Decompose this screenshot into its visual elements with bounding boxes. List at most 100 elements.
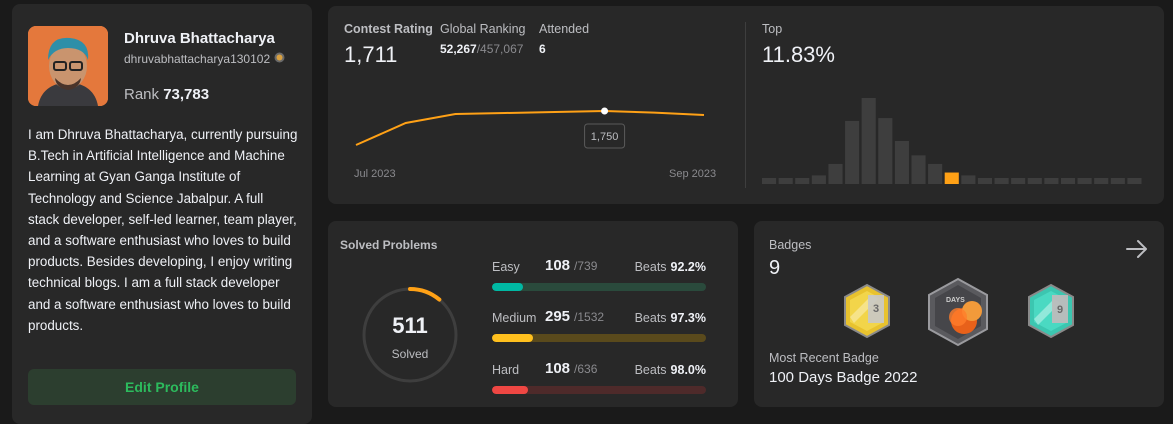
rating-tooltip: 1,750 — [584, 123, 626, 149]
badges-card: Badges 9 3 DAYS 9 — [754, 221, 1164, 407]
username-row: dhruvabhattacharya130102 — [124, 52, 285, 66]
profile-rank: Rank 73,783 — [124, 86, 209, 103]
histogram-bar[interactable] — [845, 120, 860, 184]
hard-beats: Beats 98.0% — [635, 363, 706, 377]
histogram-bar[interactable] — [928, 163, 943, 184]
solved-title: Solved Problems — [340, 238, 438, 252]
rating-tooltip-box — [584, 123, 626, 149]
rating-distribution-chart[interactable] — [762, 86, 1144, 186]
histogram-bar[interactable] — [795, 178, 810, 184]
solved-count-label: Solved — [391, 347, 429, 361]
medium-bar-fill — [492, 334, 534, 342]
attended-value: 6 — [539, 42, 546, 56]
global-ranking-value: 52,267/457,067 — [440, 42, 523, 56]
histogram-bar[interactable] — [977, 178, 993, 184]
profile-name: Dhruva Bhattacharya — [124, 30, 275, 47]
x-axis-start-label: Jul 2023 — [354, 168, 396, 180]
rating-series-line — [355, 109, 705, 146]
histogram-bar[interactable] — [828, 163, 843, 184]
hard-bar-fill — [492, 386, 529, 394]
global-rank: 52,267 — [440, 42, 477, 56]
solved-progress-ring[interactable] — [358, 283, 462, 387]
histogram-bar-current[interactable] — [944, 172, 959, 184]
rating-tooltip-text: 1,750 — [591, 131, 619, 143]
histogram-bar[interactable] — [1077, 178, 1092, 184]
hard-beats-value: 98.0% — [670, 363, 706, 377]
contest-rating-value: 1,711 — [344, 42, 398, 67]
medium-beats: Beats 97.3% — [635, 311, 706, 325]
contest-rating-card: Contest Rating 1,711 Global Ranking 52,2… — [328, 6, 1164, 204]
histogram-bar[interactable] — [961, 175, 976, 184]
badge3-text: 9 — [1057, 304, 1063, 316]
easy-solved: 108 — [545, 257, 571, 274]
hard-bar — [492, 386, 706, 394]
profile-card: Dhruva Bhattacharya dhruvabhattacharya13… — [12, 4, 312, 424]
username: dhruvabhattacharya130102 — [124, 52, 271, 66]
hard-progress: Hard 108/636 Beats 98.0% — [492, 360, 706, 394]
badge2-text: DAYS — [946, 297, 965, 304]
easy-total: /739 — [574, 259, 598, 273]
easy-progress: Easy 108/739 Beats 92.2% — [492, 257, 706, 291]
top-label: Top — [762, 22, 783, 36]
hard-count: 108/636 — [545, 360, 597, 377]
top-percentage: 11.83% — [762, 42, 835, 67]
global-ranking-label: Global Ranking — [440, 22, 526, 36]
histogram-bar[interactable] — [994, 178, 1009, 184]
easy-beats: Beats 92.2% — [635, 260, 706, 274]
easy-beats-label: Beats — [634, 260, 667, 274]
global-rank-total: /457,067 — [476, 42, 524, 56]
hard-solved: 108 — [545, 360, 571, 377]
edit-profile-button[interactable]: Edit Profile — [28, 369, 296, 405]
histogram-bar[interactable] — [1094, 178, 1109, 184]
badge-annual-icon[interactable]: 3 — [842, 283, 892, 344]
medium-progress: Medium 295/1532 Beats 97.3% — [492, 308, 706, 342]
badges-title: Badges — [769, 238, 812, 252]
avatar[interactable] — [28, 26, 108, 106]
arrow-right-icon[interactable] — [1126, 239, 1148, 264]
contest-rating-label: Contest Rating — [344, 22, 433, 36]
histogram-bar[interactable] — [1110, 178, 1125, 184]
histogram-bar[interactable] — [1044, 178, 1059, 184]
badge-100-days-icon[interactable]: DAYS — [926, 277, 990, 352]
recent-badge-value: 100 Days Badge 2022 — [769, 369, 918, 386]
medium-beats-label: Beats — [634, 311, 667, 325]
histogram-bar[interactable] — [1060, 178, 1076, 184]
divider — [745, 22, 746, 188]
solved-count: 511 — [392, 313, 428, 338]
easy-bar — [492, 283, 706, 291]
histogram-bar[interactable] — [911, 155, 926, 184]
histogram-bar[interactable] — [861, 98, 876, 184]
histogram-bar[interactable] — [778, 178, 793, 184]
badge-monthly-icon[interactable]: 9 — [1026, 283, 1076, 344]
rating-point-highlight[interactable] — [601, 107, 609, 115]
verified-badge-icon — [274, 52, 285, 66]
medium-count: 295/1532 — [545, 308, 604, 325]
histogram-bar[interactable] — [894, 141, 909, 184]
solved-problems-card: Solved Problems 511 Solved Easy 108/739 … — [328, 221, 738, 407]
easy-bar-fill — [492, 283, 524, 291]
histogram-bar[interactable] — [878, 118, 893, 184]
recent-badge-label: Most Recent Badge — [769, 351, 879, 365]
badges-count: 9 — [769, 257, 781, 279]
histogram-bar[interactable] — [1027, 178, 1042, 184]
attended-label: Attended — [539, 22, 590, 36]
hard-label: Hard — [492, 363, 520, 377]
hard-total: /636 — [574, 362, 598, 376]
histogram-bar[interactable] — [762, 178, 777, 184]
profile-bio: I am Dhruva Bhattacharya, currently purs… — [28, 127, 298, 333]
medium-solved: 295 — [545, 308, 571, 325]
medium-label: Medium — [492, 311, 537, 325]
rank-label: Rank — [124, 86, 160, 103]
hard-beats-label: Beats — [634, 363, 667, 377]
rank-value: 73,783 — [163, 86, 210, 103]
rating-line-chart[interactable]: 1,750 — [344, 86, 724, 166]
histogram-bar[interactable] — [1127, 178, 1142, 184]
histogram-bar[interactable] — [1011, 178, 1026, 184]
medium-beats-value: 97.3% — [670, 311, 706, 325]
x-axis-end-label: Sep 2023 — [669, 168, 717, 180]
easy-count: 108/739 — [545, 257, 597, 274]
medium-total: /1532 — [574, 310, 605, 324]
easy-label: Easy — [492, 260, 520, 274]
easy-beats-value: 92.2% — [670, 260, 706, 274]
histogram-bar[interactable] — [811, 175, 826, 184]
